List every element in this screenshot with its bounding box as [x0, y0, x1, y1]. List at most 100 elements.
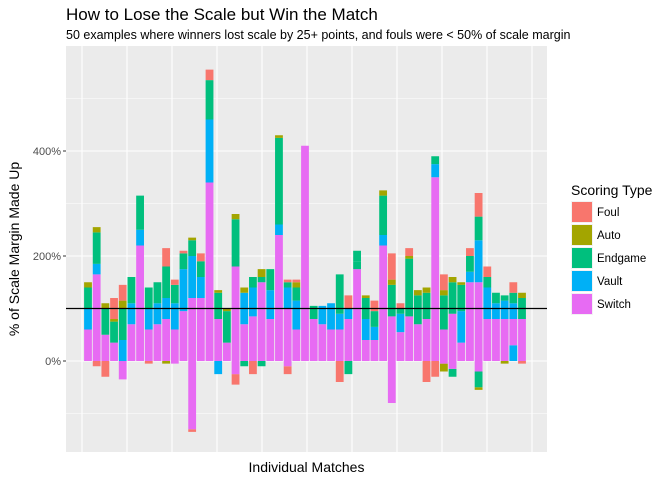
bar-match-20 — [249, 277, 257, 375]
bar-segment-endgame — [110, 321, 118, 343]
bar-segment-vault — [509, 345, 518, 361]
bar-segment-vault — [275, 224, 283, 235]
legend-label-auto: Auto — [597, 230, 621, 242]
bar-match-41 — [431, 156, 440, 377]
bar-segment-vault — [483, 287, 492, 319]
bar-segment-switch — [413, 324, 422, 361]
legend-title: Scoring Type — [571, 182, 653, 198]
bar-segment-switch — [500, 319, 509, 361]
bar-segment-endgame — [249, 277, 257, 288]
bar-match-17 — [222, 308, 231, 361]
bar-match-24 — [283, 279, 292, 375]
bar-match-33 — [361, 295, 370, 361]
bar-match-8 — [144, 287, 153, 364]
bar-segment-switch — [188, 298, 197, 361]
bar-segment-vault — [92, 263, 101, 275]
bar-match-26 — [301, 145, 309, 361]
bar-match-40 — [422, 287, 431, 382]
x-axis-title: Individual Matches — [249, 459, 365, 475]
bar-match-1 — [84, 282, 92, 361]
bar-segment-vault — [335, 313, 344, 330]
legend-swatch-switch — [572, 294, 592, 314]
bar-segment-endgame — [144, 287, 153, 309]
bar-segment-switch — [379, 245, 388, 361]
bar-segment-switch — [387, 361, 396, 403]
bar-segment-endgame — [205, 80, 214, 120]
bar-segment-switch — [361, 340, 370, 361]
bar-match-23 — [275, 135, 283, 361]
chart-subtitle: 50 examples where winners lost scale by … — [66, 28, 571, 42]
bar-segment-vault — [509, 303, 518, 319]
bar-segment-switch — [266, 319, 275, 361]
bar-segment-switch — [370, 340, 379, 361]
bar-segment-foul — [92, 361, 101, 367]
bar-segment-endgame — [466, 256, 474, 272]
bar-segment-foul — [205, 69, 214, 81]
bar-segment-foul — [344, 295, 353, 309]
bar-segment-auto — [292, 282, 301, 288]
bar-match-14 — [196, 253, 205, 361]
bar-segment-endgame — [84, 287, 92, 309]
bar-match-30 — [335, 274, 344, 382]
bar-segment-auto — [500, 361, 509, 364]
bar-segment-endgame — [483, 277, 492, 288]
bar-segment-vault — [249, 287, 257, 317]
bar-segment-endgame — [353, 250, 361, 262]
bar-segment-foul — [249, 361, 257, 375]
bar-segment-vault — [474, 240, 483, 283]
bar-segment-switch — [439, 361, 448, 364]
bar-segment-switch — [170, 329, 179, 361]
bar-segment-endgame — [457, 284, 466, 312]
bar-segment-switch — [127, 324, 136, 361]
bar-match-49 — [500, 295, 509, 364]
bar-segment-endgame — [396, 308, 405, 314]
bar-segment-switch — [275, 235, 283, 361]
bar-segment-auto — [110, 319, 118, 322]
bar-match-22 — [266, 269, 275, 361]
bar-match-18 — [231, 214, 240, 385]
bar-match-5 — [118, 284, 127, 380]
bar-segment-auto — [257, 269, 266, 277]
bar-segment-vault — [118, 340, 127, 361]
bar-segment-vault — [500, 300, 509, 319]
bar-segment-switch — [283, 361, 292, 367]
bar-segment-endgame — [222, 311, 231, 343]
bar-match-39 — [413, 290, 422, 361]
bar-segment-vault — [84, 308, 92, 330]
bar-segment-endgame — [413, 295, 422, 325]
bar-segment-foul — [196, 253, 205, 262]
bar-segment-switch — [492, 319, 500, 361]
bar-segment-auto — [84, 282, 92, 288]
bar-segment-endgame — [92, 232, 101, 264]
bar-segment-vault — [457, 311, 466, 343]
bar-segment-switch — [188, 361, 197, 430]
bar-segment-auto — [92, 227, 101, 233]
y-tick-label: 0% — [45, 356, 61, 368]
bar-match-6 — [127, 277, 136, 361]
bar-segment-switch — [309, 319, 318, 361]
bar-segment-vault — [170, 303, 179, 330]
bar-segment-auto — [101, 303, 110, 309]
bar-match-48 — [492, 292, 500, 361]
bar-segment-vault — [188, 256, 197, 298]
bar-segment-auto — [188, 237, 197, 241]
bar-segment-switch — [101, 334, 110, 361]
bar-segment-foul — [431, 361, 440, 377]
bar-segment-auto — [518, 292, 526, 298]
bar-segment-switch — [153, 324, 162, 361]
bar-segment-switch — [301, 145, 309, 361]
bar-segment-auto — [162, 361, 171, 364]
bar-segment-endgame — [266, 269, 275, 291]
bar-segment-switch — [136, 245, 144, 361]
bar-segment-foul — [335, 361, 344, 382]
bar-segment-vault — [136, 229, 144, 246]
bar-segment-endgame — [335, 274, 344, 314]
bar-match-21 — [257, 269, 266, 367]
bar-segment-switch — [431, 177, 440, 361]
legend-swatch-endgame — [572, 248, 592, 268]
bar-segment-vault — [266, 290, 275, 319]
bar-segment-foul — [422, 361, 431, 382]
bar-segment-endgame — [196, 261, 205, 277]
bar-segment-vault — [379, 235, 388, 246]
y-tick-label: 200% — [33, 251, 61, 263]
